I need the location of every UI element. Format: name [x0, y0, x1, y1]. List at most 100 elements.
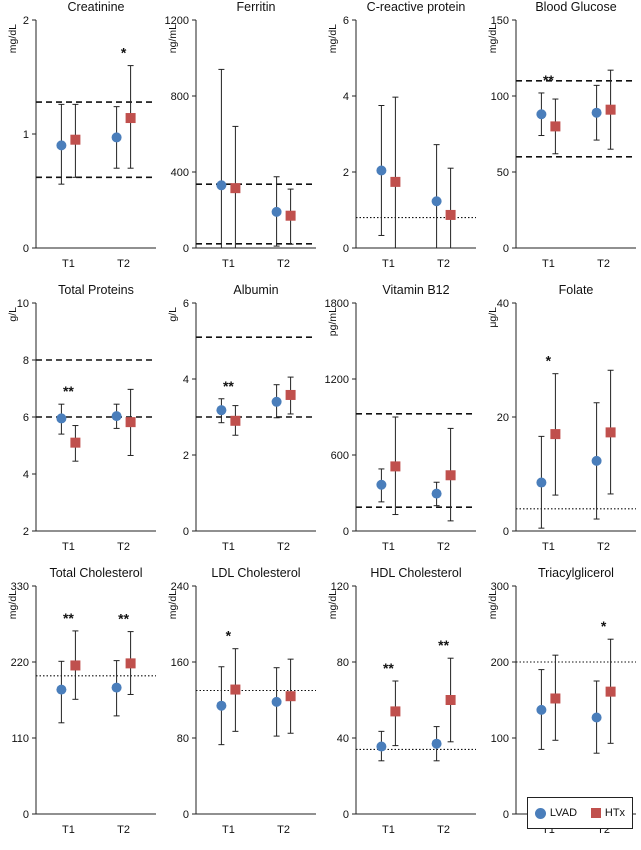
x-tick-label: T1: [222, 824, 235, 836]
lvad-point: [376, 165, 387, 176]
chart-svg: Creatinine mg/dL 0 1 2 T1 T2 *: [7, 0, 156, 270]
significance-marker: *: [601, 618, 607, 634]
chart-panel: Vitamin B12 pg/mL 0 600 1200 1800 T1 T2: [320, 283, 480, 566]
y-axis-label: g/L: [7, 307, 19, 322]
x-tick-label: T1: [382, 541, 395, 553]
y-tick-label: 2: [23, 526, 29, 538]
y-tick-label: 100: [491, 733, 509, 745]
legend-item-lvad: LVAD: [534, 807, 578, 819]
y-tick-label: 1200: [325, 374, 349, 386]
chart-title: HDL Cholesterol: [370, 566, 461, 580]
x-tick-label: T2: [277, 541, 290, 553]
y-tick-label: 4: [183, 374, 189, 386]
htx-point: [70, 437, 81, 448]
htx-point: [125, 658, 136, 669]
x-tick-label: T1: [382, 258, 395, 270]
chart-svg: Vitamin B12 pg/mL 0 600 1200 1800 T1 T2: [325, 283, 476, 553]
lvad-point: [56, 684, 67, 695]
lvad-point: [376, 741, 387, 752]
chart-panel: HDL Cholesterol mg/dL 0 40 80 120 T1 T2 ** **: [320, 566, 480, 849]
lvad-point: [56, 140, 67, 151]
chart-panel: LDL Cholesterol mg/dL 0 80 160 240 T1 T2 *: [160, 566, 320, 849]
chart-svg: Total Cholesterol mg/dL 0 110 220 330 T1 T2 ** **: [7, 566, 156, 836]
x-tick-label: T2: [437, 541, 450, 553]
lvad-point: [431, 738, 442, 749]
y-axis-label: ng/mL: [167, 24, 179, 53]
x-tick-label: T1: [62, 258, 75, 270]
y-tick-label: 4: [343, 91, 349, 103]
chart-title: LDL Cholesterol: [211, 566, 300, 580]
y-axis-label: mg/dL: [327, 24, 339, 53]
x-tick-label: T2: [437, 258, 450, 270]
y-axis-label: mg/dL: [167, 590, 179, 619]
y-tick-label: 240: [171, 581, 189, 593]
y-tick-label: 0: [503, 526, 509, 538]
legend-lvad-marker: [534, 807, 546, 819]
htx-point: [445, 209, 456, 220]
y-tick-label: 4: [23, 469, 29, 481]
lvad-point: [376, 479, 387, 490]
y-tick-label: 0: [23, 243, 29, 255]
legend-item-htx: HTx: [590, 807, 626, 819]
legend-htx-label: HTx: [604, 807, 626, 819]
chart-svg: Blood Glucose mg/dL 0 50 100 150 T1 T2 **: [487, 0, 636, 270]
y-axis-label: mg/dL: [327, 590, 339, 619]
x-tick-label: T2: [117, 258, 130, 270]
significance-marker: *: [121, 45, 127, 61]
chart-svg: HDL Cholesterol mg/dL 0 40 80 120 T1 T2 ** **: [327, 566, 476, 836]
x-tick-label: T1: [542, 258, 555, 270]
y-tick-label: 6: [183, 298, 189, 310]
chart-svg: C-reactive protein mg/dL 0 2 4 6 T1 T2: [327, 0, 476, 270]
htx-point: [230, 183, 241, 194]
y-tick-label: 100: [491, 91, 509, 103]
significance-marker: **: [438, 637, 449, 653]
significance-marker: **: [63, 383, 74, 399]
chart-panel: Total Cholesterol mg/dL 0 110 220 330 T1 T2 ** **: [0, 566, 160, 849]
chart-panel: Ferritin ng/mL 0 400 800 1200 T1 T2: [160, 0, 320, 283]
htx-point: [550, 429, 561, 440]
chart-title: Blood Glucose: [535, 0, 616, 14]
y-tick-label: 0: [343, 243, 349, 255]
y-tick-label: 40: [337, 733, 349, 745]
y-tick-label: 150: [491, 15, 509, 27]
y-axis-label: pg/mL: [327, 307, 339, 336]
x-tick-label: T2: [277, 824, 290, 836]
y-tick-label: 80: [177, 733, 189, 745]
chart-panel: Triacylglicerol mg/dL 0 100 200 300 T1 T2 *: [480, 566, 640, 849]
x-tick-label: T2: [597, 258, 610, 270]
lvad-point: [111, 132, 122, 143]
legend-lvad-label: LVAD: [549, 807, 578, 819]
y-axis-label: mg/dL: [7, 24, 19, 53]
y-tick-label: 80: [337, 657, 349, 669]
chart-panel: Folate μg/L 0 20 40 T1 T2 *: [480, 283, 640, 566]
chart-title: Creatinine: [68, 0, 125, 14]
significance-marker: *: [546, 353, 552, 369]
y-tick-label: 200: [491, 657, 509, 669]
lvad-point: [216, 700, 227, 711]
y-axis-label: μg/L: [487, 307, 499, 328]
lvad-point: [271, 206, 282, 217]
x-tick-label: T1: [62, 541, 75, 553]
y-tick-label: 0: [343, 809, 349, 821]
y-tick-label: 0: [183, 809, 189, 821]
htx-point: [230, 684, 241, 695]
lvad-point: [111, 682, 122, 693]
significance-marker: **: [543, 72, 554, 88]
y-tick-label: 6: [23, 412, 29, 424]
x-tick-label: T2: [117, 541, 130, 553]
x-tick-label: T1: [542, 541, 555, 553]
chart-title: Total Cholesterol: [49, 566, 142, 580]
x-tick-label: T1: [62, 824, 75, 836]
legend-htx-marker: [590, 808, 601, 818]
htx-point: [550, 121, 561, 132]
y-tick-label: 6: [343, 15, 349, 27]
chart-svg: Total Proteins g/L 2 4 6 8 10 T1 T2 **: [7, 283, 156, 553]
y-tick-label: 120: [331, 581, 349, 593]
lvad-point: [216, 405, 227, 416]
y-tick-label: 0: [503, 243, 509, 255]
lvad-point: [431, 196, 442, 207]
lvad-point: [271, 396, 282, 407]
y-axis-label: mg/dL: [7, 590, 19, 619]
htx-point: [70, 660, 81, 671]
chart-svg: Albumin g/L 0 2 4 6 T1 T2 **: [167, 283, 316, 553]
